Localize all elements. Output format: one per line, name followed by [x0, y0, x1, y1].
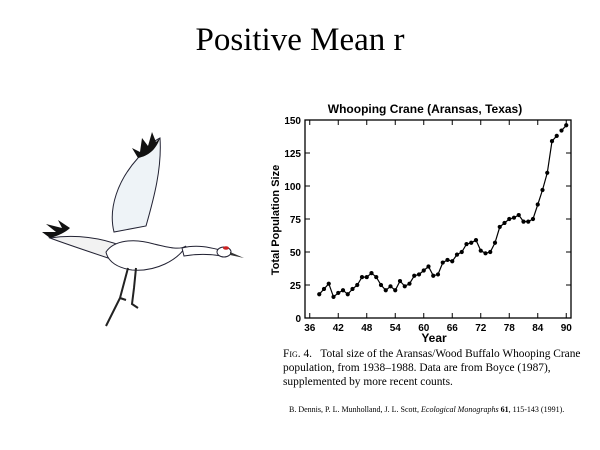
data-point [454, 252, 460, 257]
data-point [388, 284, 393, 289]
data-point [397, 278, 403, 284]
data-point [355, 282, 360, 288]
data-point [549, 139, 555, 144]
data-point [402, 284, 407, 289]
data-point [317, 292, 322, 297]
data-point [540, 187, 545, 193]
data-point [507, 216, 512, 222]
y-tick-label: 75 [290, 215, 302, 226]
population-chart: Whooping Crane (Aransas, Texas) Total Po… [270, 102, 573, 345]
data-point [445, 257, 450, 263]
y-tick-label: 0 [295, 314, 301, 325]
citation-pages: , 115-143 (1991). [508, 405, 565, 414]
data-point [497, 224, 502, 230]
data-point [511, 215, 517, 220]
data-point [321, 286, 327, 292]
data-point [426, 264, 431, 269]
data-point [431, 273, 436, 278]
data-point [464, 241, 469, 247]
data-point [492, 240, 498, 245]
data-point [359, 274, 365, 280]
crane-crown [223, 246, 229, 250]
y-tick-label: 125 [284, 149, 301, 160]
x-tick-label: 42 [333, 323, 345, 334]
citation-volume: 61 [498, 405, 509, 414]
data-point [488, 249, 493, 255]
slide-title: Positive Mean r [195, 22, 405, 58]
data-point [412, 273, 417, 278]
citation-journal: Ecological Monographs [421, 405, 499, 414]
crane-body [105, 240, 187, 271]
data-point [345, 292, 350, 297]
x-tick-label: 66 [447, 323, 459, 334]
x-tick-label: 54 [390, 323, 402, 334]
figure-label: Fig. 4. [283, 348, 313, 360]
data-point [421, 268, 426, 273]
data-point [559, 128, 564, 133]
data-point [369, 271, 374, 276]
x-tick-label: 78 [504, 323, 516, 334]
data-point [440, 260, 445, 265]
crane-far-wing-tips [132, 132, 160, 158]
whooping-crane-illustration [42, 132, 244, 327]
crane-legs [105, 267, 139, 327]
citation: B. Dennis, P. L. Munholland, J. L. Scott… [289, 405, 594, 414]
data-point [378, 282, 384, 288]
data-point [483, 251, 488, 256]
data-point [469, 240, 474, 245]
data-point [364, 274, 369, 280]
y-axis-label: Total Population Size [270, 165, 282, 275]
data-point [383, 288, 388, 293]
x-axis-label: Year [421, 331, 447, 345]
data-point [502, 220, 507, 226]
y-tick-label: 150 [284, 116, 301, 127]
crane-neck [181, 245, 223, 257]
data-point [526, 219, 531, 224]
data-point [435, 272, 441, 277]
y-tick-label: 100 [284, 182, 301, 193]
data-point [350, 286, 355, 292]
data-point [331, 294, 336, 299]
x-tick-label: 60 [418, 323, 430, 334]
data-point [340, 288, 346, 293]
data-point [336, 290, 341, 296]
y-tick-label: 25 [290, 281, 302, 292]
data-point [374, 274, 379, 280]
data-point [416, 272, 422, 277]
data-point [473, 238, 479, 243]
data-point [545, 170, 550, 175]
data-point [554, 133, 559, 138]
chart-title: Whooping Crane (Aransas, Texas) [328, 102, 522, 116]
data-point [535, 202, 540, 207]
crane-near-wing [48, 235, 123, 261]
data-point [530, 216, 536, 222]
data-point [564, 123, 569, 128]
crane-near-wing-tips [42, 220, 70, 238]
x-tick-label: 72 [475, 323, 487, 334]
data-point [407, 281, 412, 286]
data-point [326, 281, 331, 286]
x-tick-label: 48 [361, 323, 373, 334]
x-tick-label: 36 [304, 323, 316, 334]
figure-caption: Fig. 4. Total size of the Aransas/Wood B… [283, 347, 588, 389]
y-tick-label: 50 [290, 248, 302, 259]
x-tick-label: 84 [532, 323, 544, 334]
x-tick-label: 90 [561, 323, 573, 334]
data-point [521, 219, 526, 224]
data-point [459, 249, 464, 255]
citation-authors: B. Dennis, P. L. Munholland, J. L. Scott… [289, 405, 422, 414]
data-point [393, 288, 398, 293]
data-point [516, 212, 521, 218]
crane-beak [230, 252, 244, 258]
caption-text: Total size of the Aransas/Wood Buffalo W… [283, 348, 581, 388]
data-point [450, 259, 455, 264]
data-point [478, 248, 483, 253]
